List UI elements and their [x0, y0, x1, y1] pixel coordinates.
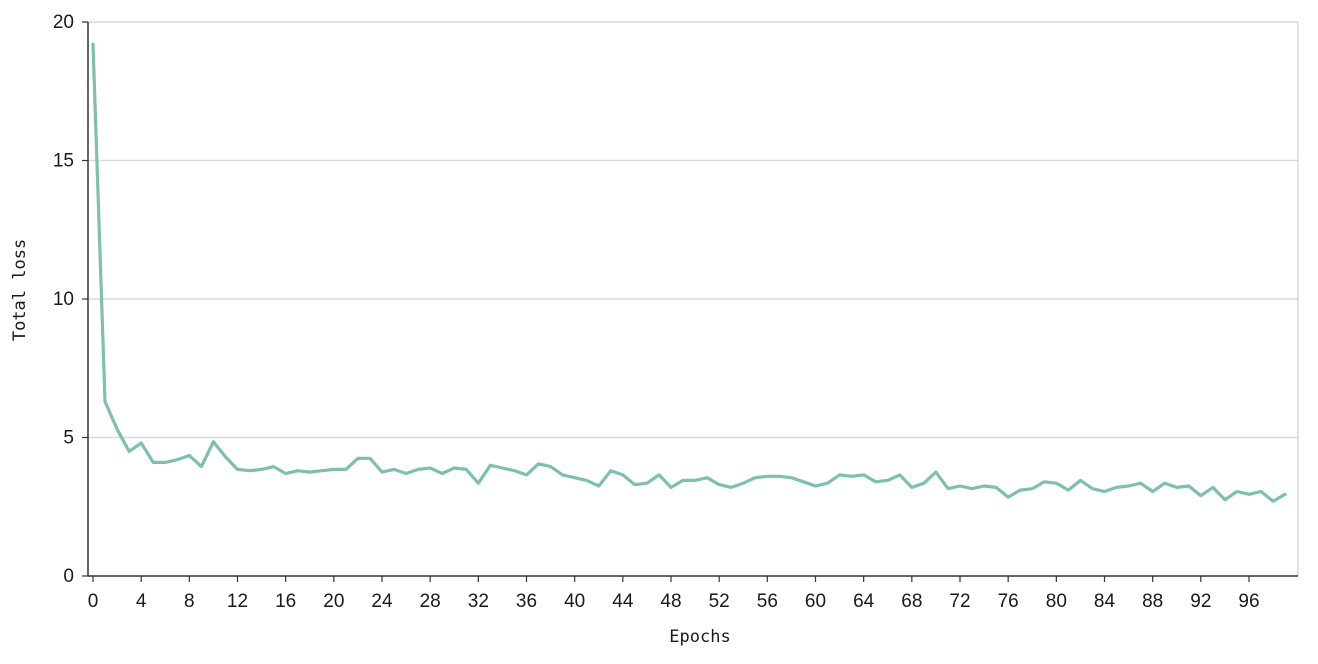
x-tick-label-52: 52: [709, 591, 730, 612]
x-tick-label-4: 4: [136, 591, 147, 612]
x-tick-label-28: 28: [420, 591, 441, 612]
x-tick-label-96: 96: [1238, 591, 1259, 612]
y-tick-label-20: 20: [53, 12, 74, 33]
x-tick-label-20: 20: [323, 591, 344, 612]
x-axis-ticks: 0 4 8 12 16 20 24 28 32 36 40 44 48 52 56 60 64 68 72 76 80 8…: [88, 576, 1260, 612]
x-tick-label-88: 88: [1142, 591, 1163, 612]
x-tick-label-24: 24: [371, 591, 393, 612]
y-axis-ticks: 0 5 10 15 20: [53, 12, 88, 587]
x-tick-label-36: 36: [516, 591, 537, 612]
y-tick-label-10: 10: [53, 289, 74, 310]
grid-lines: [88, 21, 1299, 576]
x-tick-label-12: 12: [227, 591, 248, 612]
y-tick-label-5: 5: [63, 428, 74, 449]
x-tick-label-44: 44: [612, 591, 634, 612]
x-tick-label-56: 56: [757, 591, 778, 612]
x-tick-label-32: 32: [468, 591, 489, 612]
series-line-0: [91, 42, 1287, 503]
x-tick-label-48: 48: [660, 591, 681, 612]
x-axis-title: Epochs: [669, 627, 730, 647]
x-tick-label-72: 72: [949, 591, 970, 612]
y-tick-label-15: 15: [53, 151, 74, 172]
x-tick-label-64: 64: [853, 591, 875, 612]
x-tick-label-80: 80: [1046, 591, 1067, 612]
y-tick-label-0: 0: [63, 566, 74, 587]
x-tick-label-60: 60: [805, 591, 826, 612]
x-tick-label-16: 16: [275, 591, 296, 612]
x-tick-label-68: 68: [901, 591, 922, 612]
x-tick-label-84: 84: [1094, 591, 1116, 612]
x-tick-label-0: 0: [88, 591, 99, 612]
y-axis-title: Total loss: [10, 239, 30, 341]
x-tick-label-8: 8: [184, 591, 195, 612]
x-tick-label-40: 40: [564, 591, 585, 612]
x-tick-label-76: 76: [998, 591, 1019, 612]
series-group: [91, 42, 1287, 503]
x-tick-label-92: 92: [1190, 591, 1211, 612]
